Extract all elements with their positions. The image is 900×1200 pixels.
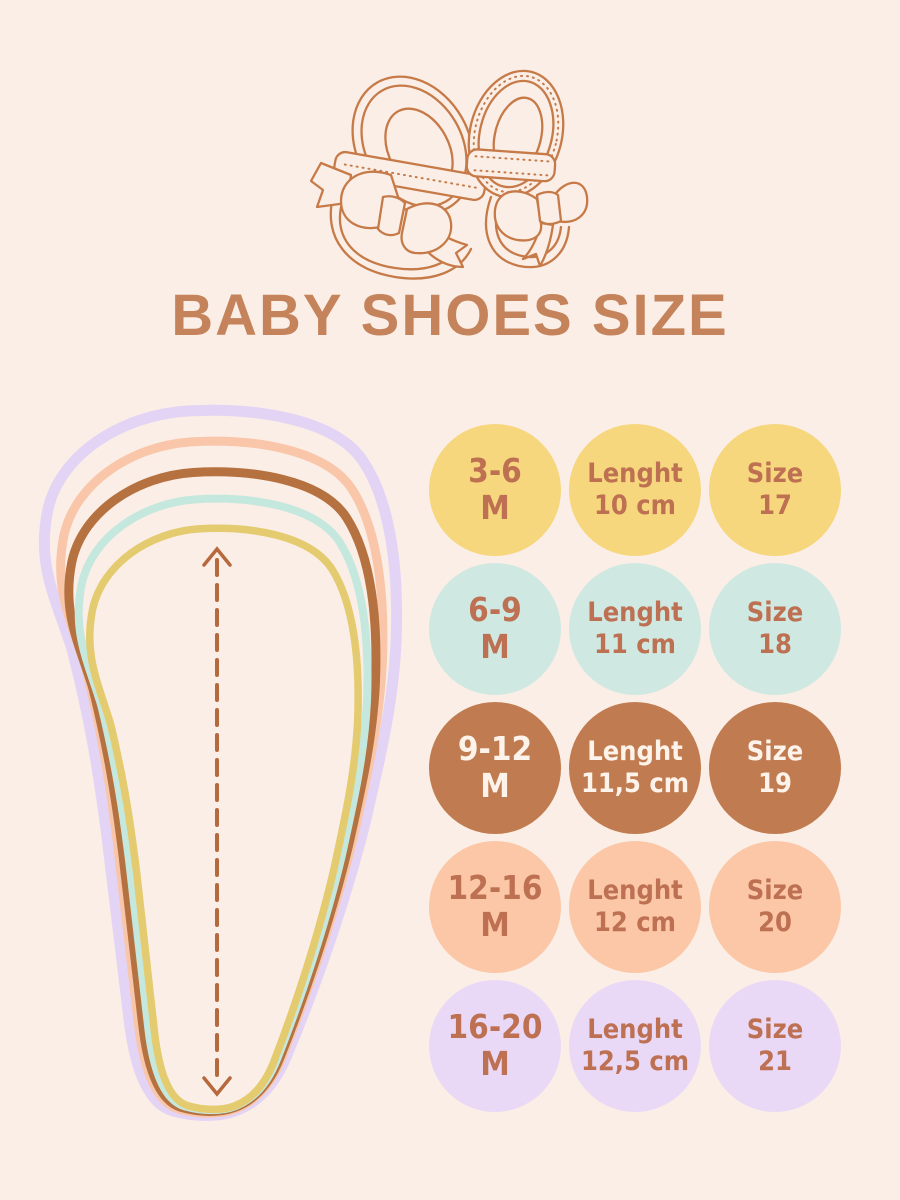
- left-shoe-bow: [309, 161, 469, 269]
- left-shoe-strap: [333, 150, 487, 202]
- cell-length-row3: Lenght 11,5 cm: [569, 702, 701, 834]
- size-value: 20: [758, 907, 792, 938]
- page-title: BABY SHOES SIZE: [171, 283, 729, 348]
- length-label: Lenght: [587, 875, 683, 907]
- cell-length-row5: Lenght 12,5 cm: [569, 980, 701, 1112]
- baby-shoes-line-art-icon: [309, 69, 589, 280]
- cell-size-row1: Size 17: [709, 424, 841, 556]
- length-label: Lenght: [587, 458, 683, 490]
- length-value: 12 cm: [594, 907, 676, 938]
- age-range-label: 9-12: [457, 729, 533, 769]
- length-value: 11,5 cm: [580, 768, 690, 799]
- cell-length-row1: Lenght 10 cm: [569, 424, 701, 556]
- age-range-label: 3-6: [468, 451, 522, 491]
- size-label: Size: [746, 736, 804, 768]
- size-value: 18: [758, 629, 792, 660]
- foot-outline-mint: [79, 499, 368, 1110]
- length-label: Lenght: [587, 736, 683, 768]
- length-value: 10 cm: [594, 490, 676, 521]
- age-unit-label: M: [480, 627, 510, 666]
- measure-arrow-icon: [202, 546, 232, 1097]
- cell-age-row2: 6-9 M: [429, 563, 561, 695]
- age-unit-label: M: [480, 905, 510, 944]
- cell-age-row3: 9-12 M: [429, 702, 561, 834]
- length-label: Lenght: [587, 597, 683, 629]
- size-value: 17: [758, 490, 792, 521]
- age-range-label: 12-16: [447, 868, 543, 908]
- age-unit-label: M: [480, 488, 510, 527]
- size-label: Size: [746, 597, 804, 629]
- cell-length-row4: Lenght 12 cm: [569, 841, 701, 973]
- cell-size-row3: Size 19: [709, 702, 841, 834]
- age-range-label: 6-9: [468, 590, 522, 630]
- length-label: Lenght: [587, 1014, 683, 1046]
- cell-size-row2: Size 18: [709, 563, 841, 695]
- age-unit-label: M: [480, 1044, 510, 1083]
- cell-age-row1: 3-6 M: [429, 424, 561, 556]
- size-chart: 3-6 M Lenght 10 cm Size 17 6-9 M Lenght …: [429, 424, 841, 1112]
- foot-size-diagram: [25, 398, 415, 1128]
- length-value: 12,5 cm: [580, 1046, 690, 1077]
- size-label: Size: [746, 1014, 804, 1046]
- size-label: Size: [746, 458, 804, 490]
- right-shoe-strap: [465, 148, 557, 183]
- cell-size-row5: Size 21: [709, 980, 841, 1112]
- cell-length-row2: Lenght 11 cm: [569, 563, 701, 695]
- right-shoe-outline: [465, 69, 571, 269]
- age-unit-label: M: [480, 766, 510, 805]
- age-range-label: 16-20: [447, 1007, 543, 1047]
- right-shoe-bow: [493, 181, 589, 268]
- cell-size-row4: Size 20: [709, 841, 841, 973]
- size-value: 19: [758, 768, 792, 799]
- size-value: 21: [758, 1046, 792, 1077]
- length-value: 11 cm: [594, 629, 676, 660]
- cell-age-row5: 16-20 M: [429, 980, 561, 1112]
- cell-age-row4: 12-16 M: [429, 841, 561, 973]
- size-label: Size: [746, 875, 804, 907]
